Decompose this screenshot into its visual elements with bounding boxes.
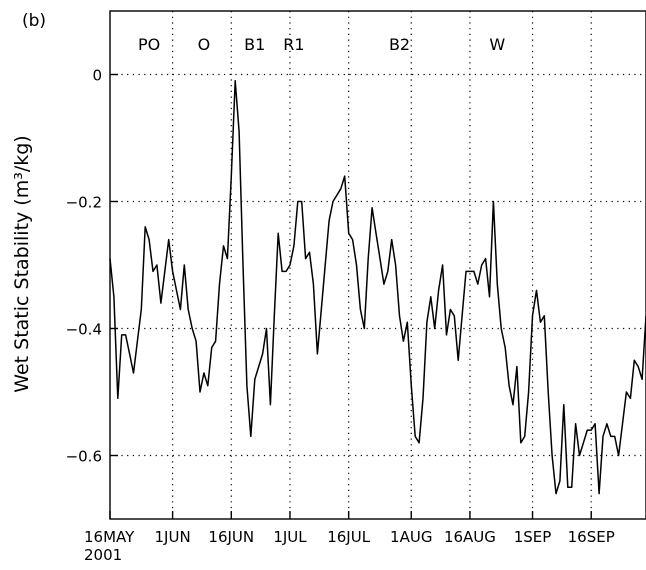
y-tick-label: −0.4 [66,321,102,339]
grid-lines [110,11,646,519]
y-tick-labels: 0 −0.2 −0.4 −0.6 [66,67,102,466]
y-axis-label: Wet Static Stability (m³/kg) [11,135,33,392]
period-annotations: PO O B1 R1 B2 W [138,35,505,54]
y-tick-label: −0.2 [66,194,102,212]
x-tick-label: 1JUL [273,528,307,546]
x-tick-label: 1AUG [390,528,432,546]
tick-marks [109,73,592,519]
wet-static-stability-line [109,80,646,495]
x-tick-label: 16AUG [444,528,496,546]
x-tick-label: 16JUN [208,528,254,546]
period-label: W [489,35,505,54]
period-label: R1 [283,35,304,54]
panel-label: (b) [22,11,46,31]
y-tick-label: 0 [92,67,102,85]
x-tick-label: 16MAY [84,528,135,546]
y-tick-label: −0.6 [66,448,102,466]
x-tick-sublabel: 2001 [84,546,122,564]
period-label: PO [138,35,160,54]
period-label: B1 [244,35,265,54]
period-label: O [198,35,211,54]
x-tick-label: 1SEP [514,528,552,546]
x-tick-label: 1JUN [155,528,191,546]
x-tick-label: 16SEP [568,528,615,546]
x-tick-label: 16JUL [327,528,370,546]
period-label: B2 [389,35,410,54]
